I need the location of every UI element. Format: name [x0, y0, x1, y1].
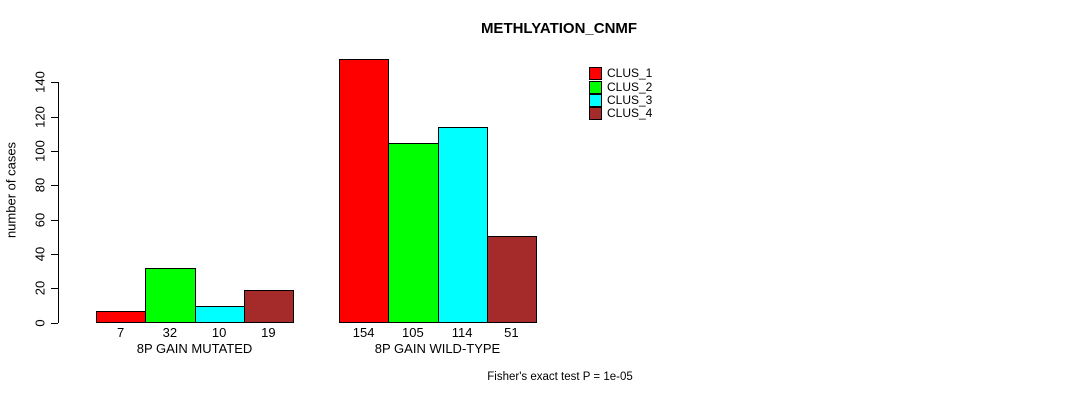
bar-value-label: 19: [261, 325, 276, 340]
legend-label: CLUS_3: [607, 92, 653, 107]
legend-swatch: [589, 80, 602, 94]
bar-value-label: 51: [504, 325, 519, 340]
legend-swatch: [589, 93, 602, 107]
y-tick-mark: [51, 323, 58, 324]
bar-value-label: 10: [211, 325, 227, 340]
bar: [96, 311, 146, 323]
bar: [244, 290, 294, 323]
legend-item: CLUS_2: [589, 79, 653, 94]
bar: [438, 127, 488, 323]
bar: [339, 59, 389, 323]
legend-label: CLUS_2: [607, 79, 653, 94]
y-tick-mark: [51, 185, 58, 186]
y-tick-mark: [51, 82, 58, 83]
bar-value-label: 114: [451, 325, 473, 340]
y-tick-label: 100: [32, 140, 48, 162]
bar-value-label: 154: [352, 325, 375, 340]
legend-swatch: [589, 107, 602, 121]
y-axis-label: number of cases: [3, 141, 19, 239]
y-tick-label: 140: [32, 71, 48, 93]
y-tick-label: 20: [32, 280, 48, 296]
bar: [388, 143, 439, 323]
y-tick-mark: [51, 117, 58, 118]
y-tick-label: 120: [32, 106, 48, 128]
y-tick-mark: [51, 288, 58, 289]
y-tick-label: 80: [32, 177, 48, 193]
y-tick-label: 0: [32, 319, 48, 327]
y-tick-mark: [51, 254, 58, 255]
bar-value-label: 7: [117, 325, 125, 340]
chart-title: METHLYATION_CNMF: [480, 20, 638, 37]
stat-caption: Fisher's exact test P = 1e-05: [487, 371, 633, 383]
y-axis-line: [58, 82, 59, 323]
bar: [145, 268, 196, 323]
x-category-label: 8P GAIN WILD-TYPE: [374, 341, 501, 356]
y-tick-label: 60: [32, 212, 48, 228]
legend-item: CLUS_4: [589, 106, 653, 121]
y-tick-mark: [51, 220, 58, 221]
x-category-label: 8P GAIN MUTATED: [136, 341, 253, 356]
bar: [487, 236, 537, 323]
bar: [195, 306, 245, 323]
legend-item: CLUS_1: [589, 66, 653, 81]
legend-label: CLUS_1: [607, 66, 653, 81]
legend-label: CLUS_4: [607, 106, 653, 121]
y-tick-mark: [51, 151, 58, 152]
bar-value-label: 32: [162, 325, 178, 340]
legend-item: CLUS_3: [589, 92, 653, 107]
legend-swatch: [589, 67, 602, 81]
y-tick-label: 40: [32, 246, 48, 262]
bar-value-label: 105: [402, 325, 424, 340]
